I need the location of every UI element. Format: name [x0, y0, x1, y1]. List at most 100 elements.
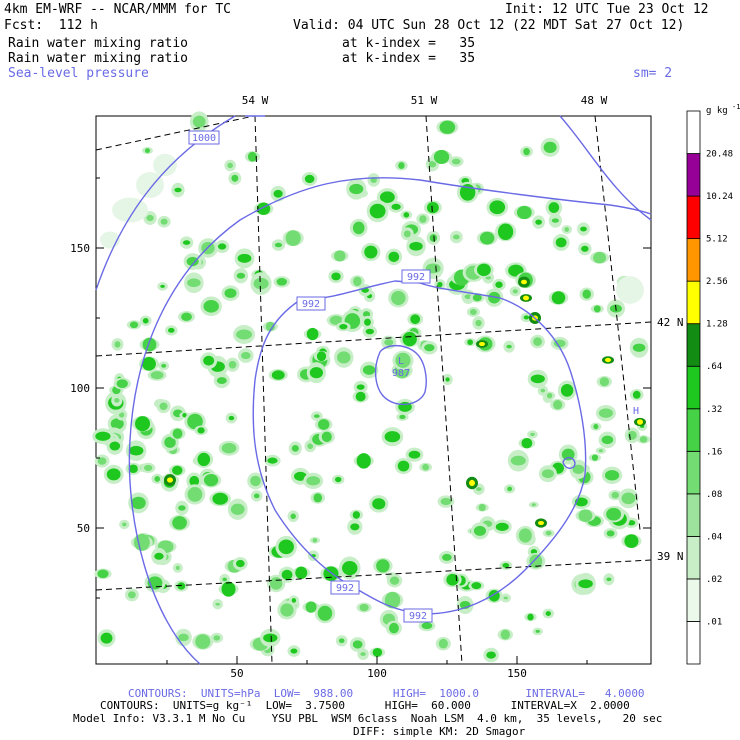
- diff-info: DIFF: simple KM: 2D Smagor: [353, 725, 526, 738]
- rain-blob: [186, 256, 199, 267]
- rain-blob: [545, 530, 552, 536]
- rain-blob: [578, 579, 593, 589]
- rain-blob: [174, 187, 182, 193]
- rain-blob: [159, 402, 168, 411]
- rain-core-high: [637, 419, 643, 425]
- rain-blob: [203, 355, 215, 366]
- rain-blob: [236, 272, 246, 279]
- rain-blob: [312, 538, 318, 543]
- rain-blob: [440, 498, 452, 506]
- isobar-label-box-992c: [330, 580, 360, 595]
- colorbar-swatch: [686, 450, 701, 495]
- rain-blob: [342, 561, 358, 576]
- rain-blob: [601, 435, 614, 445]
- rain-blob: [476, 263, 491, 277]
- rain-blob: [391, 203, 401, 210]
- rain-blob: [154, 475, 161, 482]
- colorbar-label: 1.28: [706, 320, 728, 330]
- colorbar-label: 10.24: [706, 192, 733, 202]
- colorbar-swatch: [686, 493, 701, 537]
- rain-blob: [518, 528, 532, 543]
- rain-blob: [203, 473, 219, 487]
- rain-blob: [216, 377, 227, 385]
- rain-blob: [160, 284, 165, 288]
- colorbar-swatch: [686, 408, 701, 452]
- rain-blob: [172, 465, 183, 475]
- rain-blob: [224, 288, 237, 299]
- colorbar-label: .02: [706, 575, 722, 585]
- rain-blob: [313, 414, 320, 418]
- rain-blob: [365, 328, 375, 335]
- rain-blob: [497, 223, 514, 241]
- rain-blob: [285, 230, 301, 246]
- rain-blob: [604, 470, 620, 481]
- lat-line-45n: [95, 115, 255, 151]
- rain-blob: [439, 120, 456, 134]
- isobar-label-box-992d: [403, 608, 433, 623]
- rain-blob: [523, 315, 530, 320]
- lon-line-54w: [254, 115, 273, 665]
- rain-blob: [403, 230, 411, 238]
- rain-blob: [175, 565, 180, 571]
- rain-blob: [593, 423, 599, 430]
- rain-blob: [281, 569, 293, 580]
- rain-blob: [553, 399, 563, 410]
- rain-blob: [142, 318, 149, 324]
- colorbar-swatch: [686, 153, 701, 197]
- rain-core-high: [605, 357, 611, 363]
- rain-blob: [317, 419, 330, 430]
- rain-blob: [338, 638, 345, 644]
- rain-blob: [195, 634, 211, 649]
- rain-blob: [321, 431, 332, 443]
- rain-blob: [307, 443, 314, 450]
- rain-blob: [530, 432, 535, 436]
- colorbar-label: 2.56: [706, 277, 728, 287]
- lon-label-51w: 51 W: [411, 94, 438, 107]
- rain-blob: [306, 476, 321, 486]
- rain-blob: [350, 523, 360, 531]
- rain-blob: [564, 227, 570, 232]
- colorbar-label: .16: [706, 447, 722, 457]
- x-tick-50: 50: [230, 667, 243, 680]
- rain-blob: [290, 513, 296, 519]
- rain-blob: [553, 339, 566, 348]
- rain-blob: [230, 503, 245, 515]
- rain-blob: [486, 651, 496, 659]
- colorbar-units: g kg: [706, 106, 728, 116]
- rain-blob: [290, 648, 298, 654]
- rain-blob: [144, 148, 150, 154]
- rain-blob: [352, 640, 363, 649]
- rain-blob: [533, 337, 542, 346]
- rain-blob: [591, 454, 599, 461]
- rain-blob: [578, 509, 593, 522]
- rain-blob: [572, 464, 585, 475]
- rain-blob: [203, 300, 219, 313]
- rain-blob: [399, 414, 406, 420]
- colorbar-label: .32: [706, 405, 722, 415]
- colorbar-swatch: [686, 195, 701, 240]
- rain-blob: [168, 327, 175, 333]
- rain-blob: [316, 351, 327, 362]
- rain-blob: [402, 331, 417, 347]
- rain-blob: [291, 445, 299, 452]
- colorbar: [686, 110, 701, 665]
- rain-blob: [236, 329, 253, 340]
- rain-blob: [388, 622, 399, 634]
- isobar-label-box-992a: [401, 269, 431, 284]
- rain-blob: [429, 234, 438, 242]
- rain-blob: [540, 388, 546, 393]
- rain-blob: [329, 315, 343, 326]
- smoothing-label: sm= 2: [633, 66, 673, 81]
- lon-label-48w: 48 W: [581, 94, 608, 107]
- rain-blob: [433, 149, 450, 165]
- rain-streak: [136, 172, 164, 198]
- rain-core-high: [538, 520, 544, 526]
- rain-blob: [379, 191, 395, 203]
- lat-line-39n: [95, 559, 652, 591]
- rain-blob: [521, 437, 533, 449]
- rain-blob: [360, 652, 366, 656]
- rain-blob: [512, 289, 518, 294]
- rain-blob: [388, 251, 400, 263]
- rain-core-high: [521, 279, 527, 285]
- rain-blob: [231, 174, 239, 182]
